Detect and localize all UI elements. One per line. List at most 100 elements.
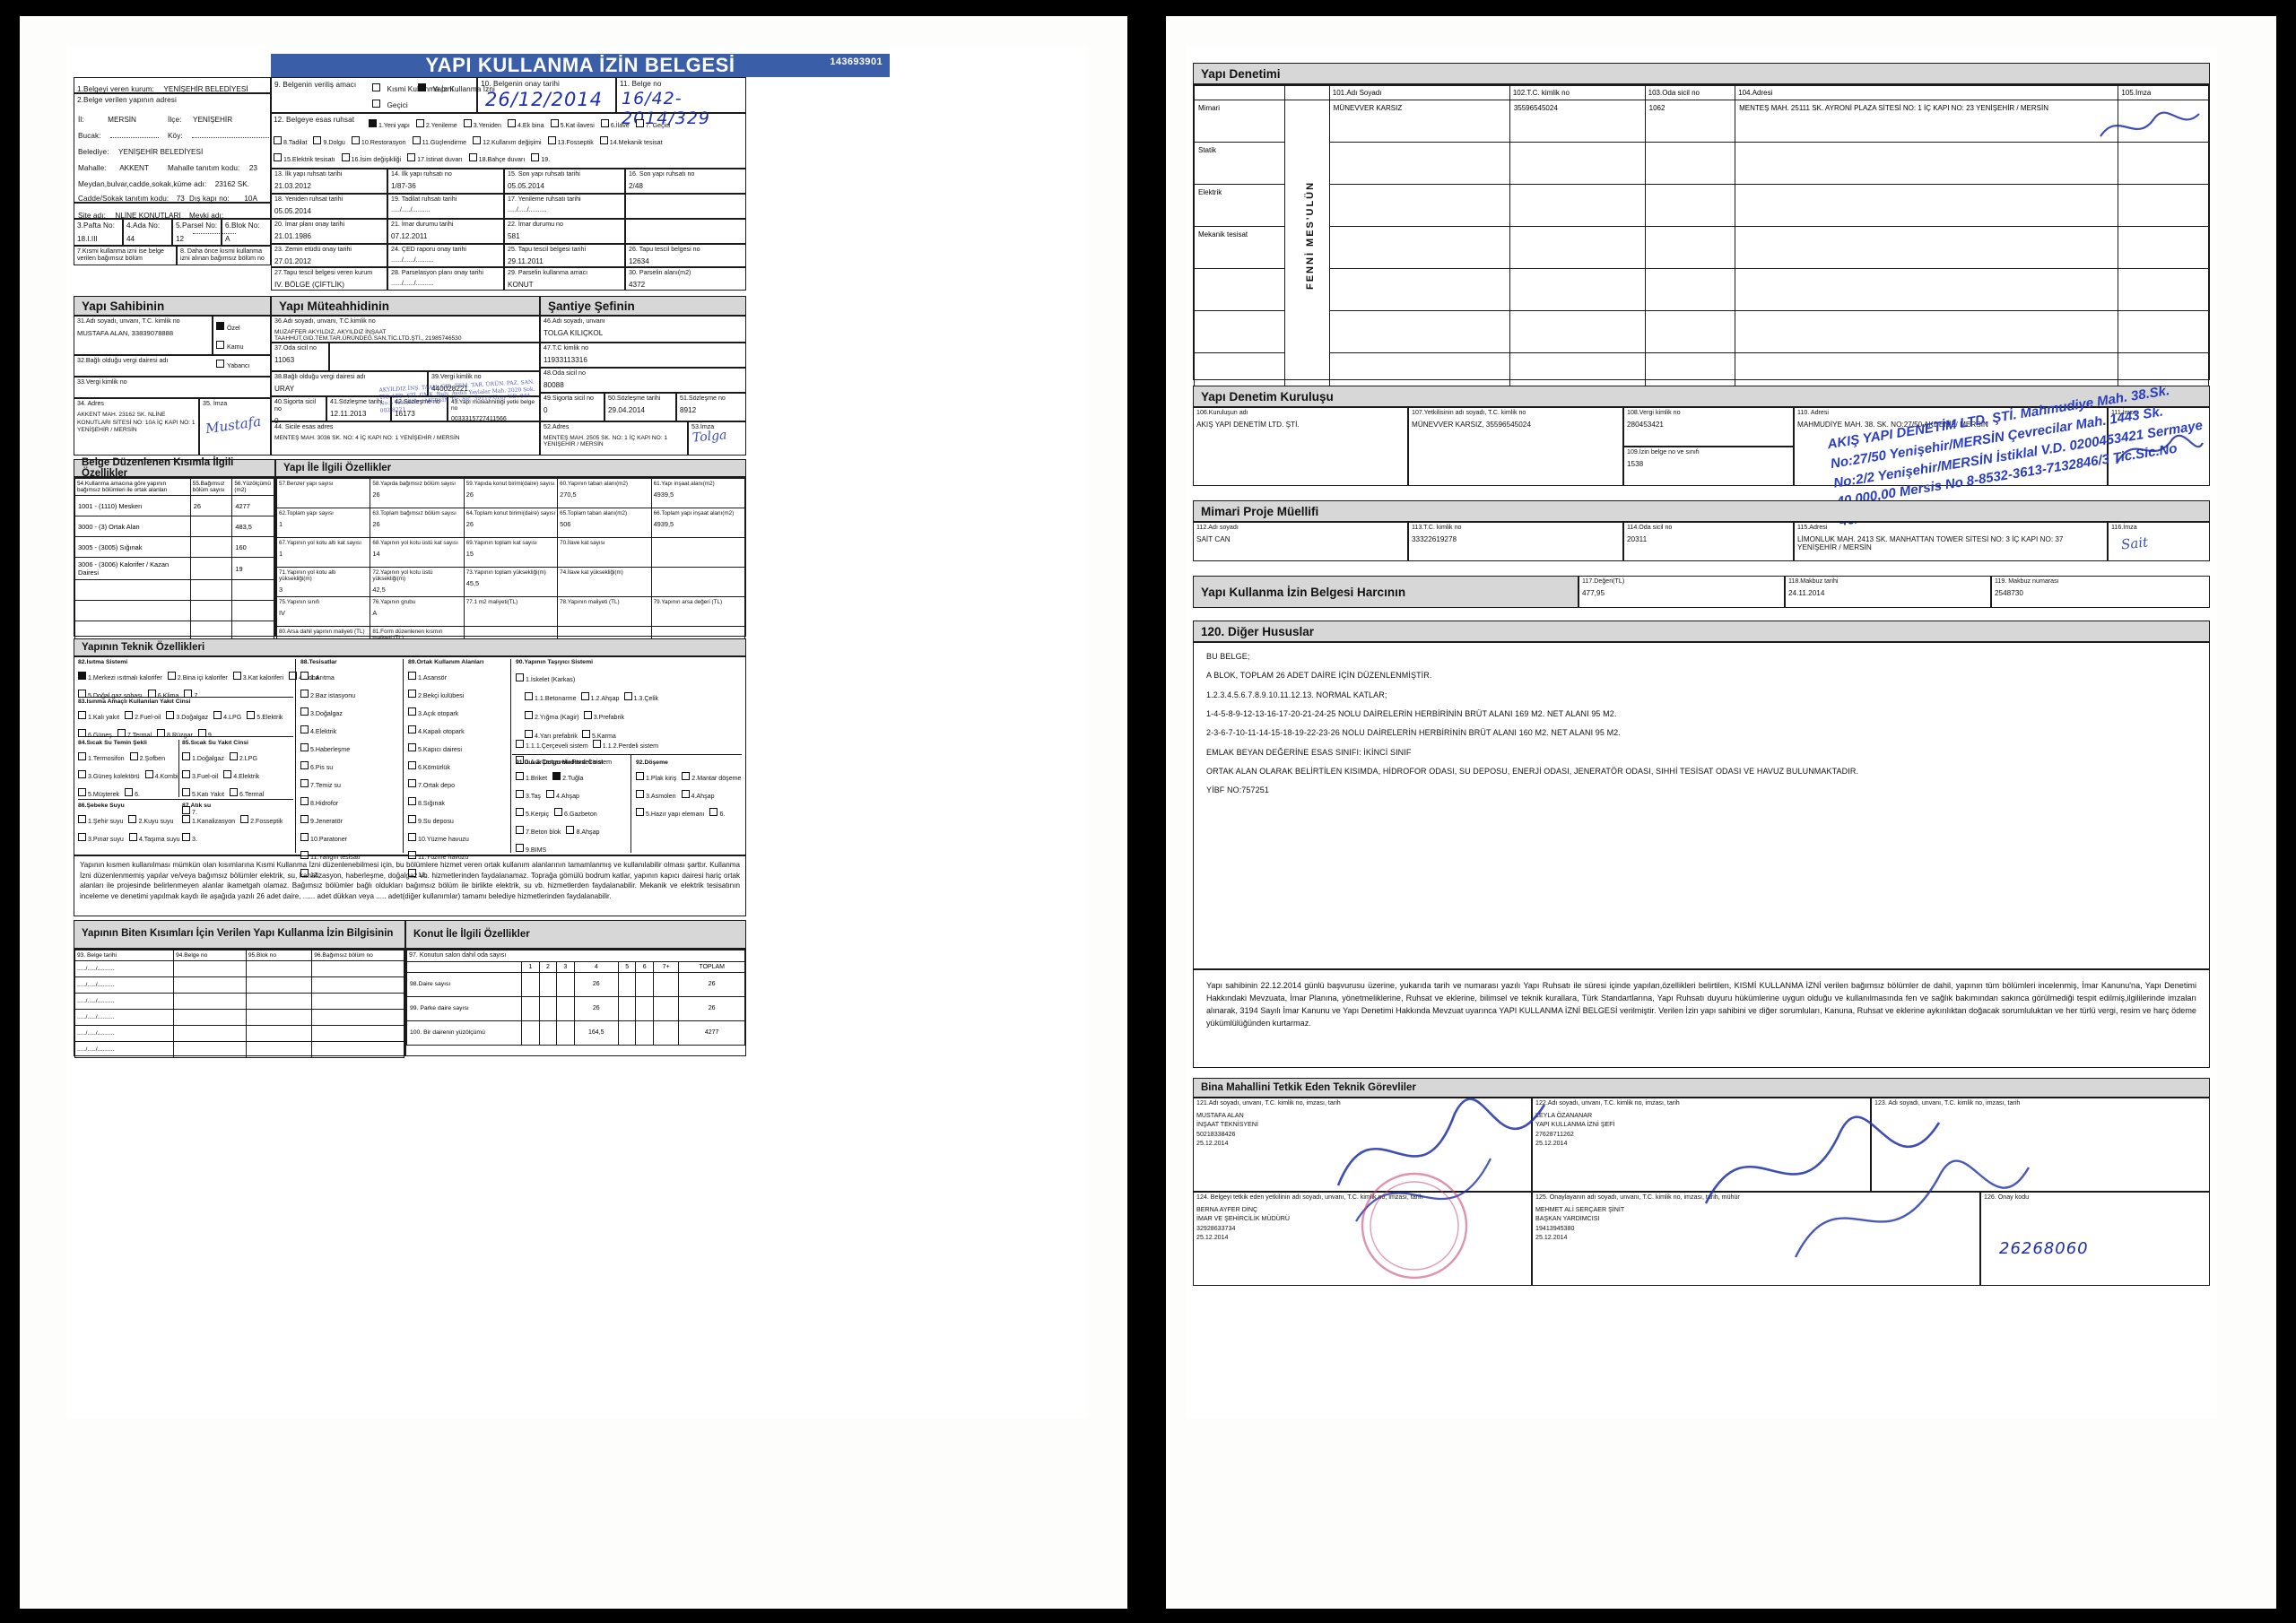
- checkbox-16-i-sim-de-i-ikli-i[interactable]: [341, 153, 350, 162]
- checkbox-partial-use[interactable]: [372, 83, 380, 92]
- checkbox-8-r-zgar[interactable]: [157, 728, 166, 737]
- checkbox-19[interactable]: [531, 153, 540, 162]
- checkbox-3-p-nar-suyu[interactable]: [78, 832, 86, 841]
- checkbox-6-i-lave[interactable]: [600, 119, 609, 128]
- checkbox-3-a-k-otopark[interactable]: [408, 707, 416, 716]
- checkbox-8-hidrofor[interactable]: [300, 796, 309, 805]
- checkbox-5-kap-c-dairesi[interactable]: [408, 742, 416, 751]
- checkbox-11-y-zme-havuzu[interactable]: [408, 850, 416, 859]
- checkbox-4-elektrik[interactable]: [300, 725, 309, 733]
- checkbox-owner-yabancı[interactable]: [216, 360, 224, 369]
- checkbox-1-1-betonarme[interactable]: [525, 691, 533, 700]
- checkbox-4-ek-bina[interactable]: [508, 119, 516, 128]
- checkbox-6-klima[interactable]: [147, 689, 156, 698]
- checkbox-3-yeniden[interactable]: [463, 119, 472, 128]
- checkbox-7-termal[interactable]: [117, 728, 126, 737]
- checkbox-9-dolgu[interactable]: [313, 136, 322, 145]
- checkbox-8-tadilat[interactable]: [274, 136, 282, 145]
- checkbox-5-do-al-gaz-sobas[interactable]: [78, 689, 86, 698]
- checkbox-6-termal[interactable]: [230, 787, 239, 796]
- checkbox-4-kombi[interactable]: [144, 769, 153, 778]
- checkbox-6-gazbeton[interactable]: [554, 807, 563, 816]
- checkbox-5-elektrik[interactable]: [247, 710, 256, 719]
- checkbox-6[interactable]: [709, 807, 718, 816]
- checkbox-2-fuel-oil[interactable]: [125, 710, 134, 719]
- checkbox-1-1-1-er-eveli-sistem[interactable]: [516, 740, 524, 749]
- checkbox-1-merkezi-s-tmal-kalorifer[interactable]: [78, 671, 86, 680]
- checkbox-1-1-3-er-eveli-perdeli-sistem[interactable]: [516, 756, 524, 765]
- checkbox-7-temiz-su[interactable]: [300, 778, 309, 787]
- checkbox-4-elektrik[interactable]: [223, 769, 232, 778]
- checkbox-5-kat-yak-t[interactable]: [182, 787, 190, 796]
- checkbox-1-kanalizasyon[interactable]: [182, 814, 190, 823]
- checkbox-1-1-2-perdeli-sistem[interactable]: [592, 740, 601, 749]
- checkbox-2-y-ma-kagir[interactable]: [525, 710, 533, 719]
- checkbox-1-termosifon[interactable]: [78, 751, 86, 760]
- checkbox-use-permit[interactable]: [418, 83, 426, 92]
- checkbox-13-fosseptik[interactable]: [547, 136, 556, 145]
- checkbox-5-kerpi[interactable]: [516, 807, 524, 816]
- checkbox-18-bah-e-duvar[interactable]: [468, 153, 477, 162]
- checkbox-1-yeni-yap[interactable]: [369, 119, 377, 128]
- checkbox-3-do-algaz[interactable]: [300, 707, 309, 716]
- checkbox-2-bina-i-i-kalorifer[interactable]: [167, 671, 176, 680]
- checkbox-10-paratoner[interactable]: [300, 832, 309, 841]
- checkbox-4-ah-ap[interactable]: [545, 789, 554, 798]
- checkbox-2-yenileme[interactable]: [415, 119, 424, 128]
- checkbox-3-g-ne-kolekt-r[interactable]: [78, 769, 86, 778]
- checkbox-9-su-deposu[interactable]: [408, 814, 416, 823]
- checkbox-5-m-terek[interactable]: [78, 787, 86, 796]
- checkbox-2-kuyu-suyu[interactable]: [128, 814, 137, 823]
- checkbox-6[interactable]: [125, 787, 134, 796]
- checkbox-5-kat-ilavesi[interactable]: [550, 119, 559, 128]
- checkbox-4-yar-prefabrik[interactable]: [525, 729, 533, 738]
- checkbox-3-do-algaz[interactable]: [166, 710, 175, 719]
- checkbox-3-fuel-oil[interactable]: [182, 769, 190, 778]
- checkbox-4-ah-ap[interactable]: [681, 789, 690, 798]
- checkbox-1-asans-r[interactable]: [408, 671, 416, 680]
- checkbox-11-g-lendirme[interactable]: [412, 136, 421, 145]
- checkbox-7[interactable]: [184, 689, 193, 698]
- checkbox-4-kapal-otopark[interactable]: [408, 725, 416, 733]
- checkbox-6-g-ne[interactable]: [78, 728, 86, 737]
- checkbox-7-beton-blok[interactable]: [516, 825, 524, 834]
- checkbox-9-bims[interactable]: [516, 843, 524, 852]
- checkbox-14-mekanik-tesisat[interactable]: [599, 136, 608, 145]
- checkbox-1-do-algaz[interactable]: [182, 751, 190, 760]
- checkbox-4-ta-ma-suyu[interactable]: [128, 832, 137, 841]
- checkbox-6-k-m-rl-k[interactable]: [408, 760, 416, 769]
- checkbox-7-ge-ici[interactable]: [635, 119, 644, 128]
- checkbox-1-i-skelet-karkas[interactable]: [516, 673, 524, 681]
- checkbox-15-elektrik-tesisat[interactable]: [274, 153, 282, 162]
- checkbox-temporary[interactable]: [372, 100, 380, 108]
- checkbox-1-2-ah-ap[interactable]: [580, 691, 589, 700]
- checkbox-6-pis-su[interactable]: [300, 760, 309, 769]
- checkbox-3-ta[interactable]: [516, 789, 524, 798]
- checkbox-2-ofben[interactable]: [129, 751, 138, 760]
- checkbox-10-restorasyon[interactable]: [351, 136, 360, 145]
- checkbox-3[interactable]: [182, 832, 190, 841]
- checkbox-3-asmolen[interactable]: [636, 789, 644, 798]
- checkbox-2-tu-la[interactable]: [552, 771, 561, 780]
- checkbox-5-haberle-me[interactable]: [300, 742, 309, 751]
- checkbox-12[interactable]: [408, 868, 416, 877]
- checkbox-11-yang-n-tesisat[interactable]: [300, 850, 309, 859]
- checkbox-1-ehir-suyu[interactable]: [78, 814, 86, 823]
- checkbox-12-kullan-m-de-i-imi[interactable]: [473, 136, 482, 145]
- checkbox-1-3-elik[interactable]: [623, 691, 632, 700]
- checkbox-7[interactable]: [182, 805, 190, 814]
- checkbox-2-lpg[interactable]: [229, 751, 238, 760]
- checkbox-7-ortak-depo[interactable]: [408, 778, 416, 787]
- checkbox-3-prefabrik[interactable]: [583, 710, 592, 719]
- checkbox-3-kat-kaloriferi[interactable]: [232, 671, 241, 680]
- checkbox-9-jenerat-r[interactable]: [300, 814, 309, 823]
- checkbox-9[interactable]: [197, 728, 206, 737]
- checkbox-17-i-stinat-duvar[interactable]: [407, 153, 416, 162]
- checkbox-5-karma[interactable]: [581, 729, 590, 738]
- checkbox-2-mantar-d-eme[interactable]: [682, 771, 691, 780]
- checkbox-5-haz-r-yap-eleman[interactable]: [636, 807, 644, 816]
- checkbox-owner-kamu[interactable]: [216, 341, 224, 350]
- checkbox-owner-özel[interactable]: [216, 322, 224, 331]
- checkbox-4-soba[interactable]: [289, 671, 298, 680]
- checkbox-2-baz-istasyonu[interactable]: [300, 689, 309, 698]
